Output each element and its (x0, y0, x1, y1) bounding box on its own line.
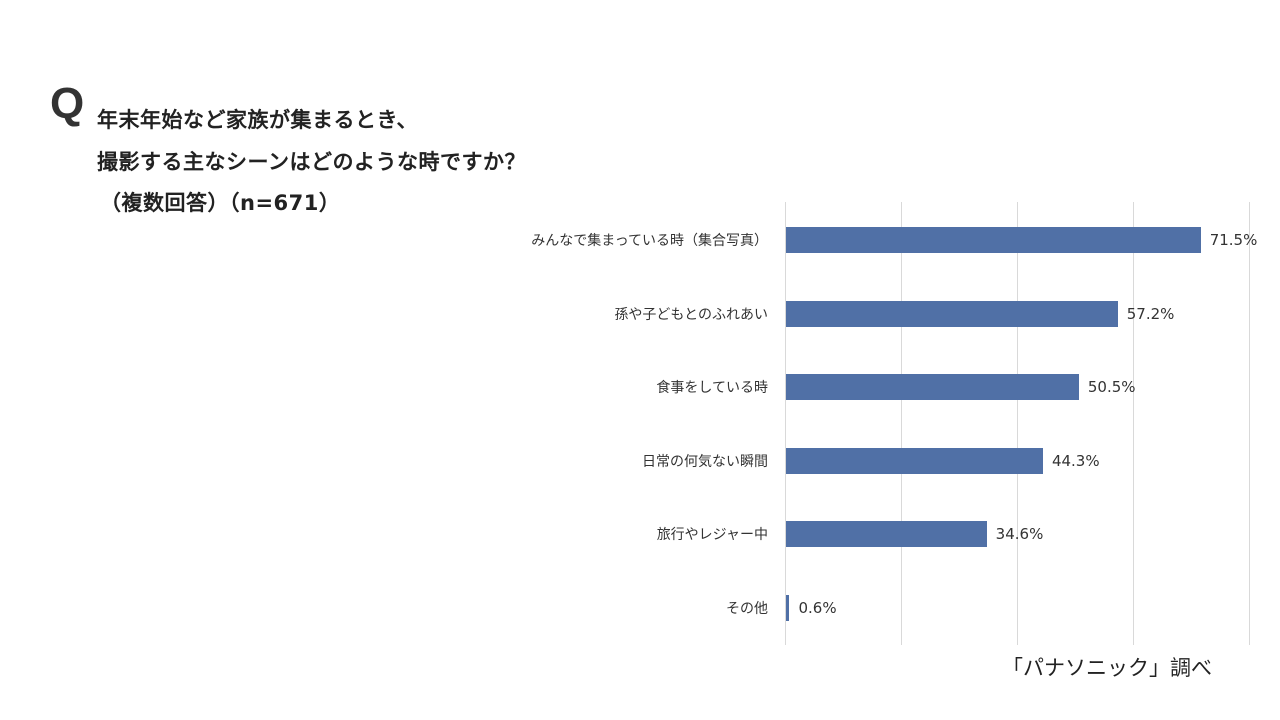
source-note: 「パナソニック」調べ (1002, 656, 1212, 680)
value-label: 44.3% (1051, 451, 1100, 470)
question-title-line-1: 年末年始など家族が集まるとき、 (97, 108, 419, 132)
category-label: みんなで集まっている時（集合写真） (531, 233, 768, 249)
question-mark: Q (50, 79, 85, 128)
question-title-line-2: 撮影する主なシーンはどのような時ですか？ (97, 150, 526, 174)
category-label: 食事をしている時 (656, 380, 768, 397)
gridline (1249, 202, 1250, 645)
bar (786, 227, 1201, 253)
bar (786, 447, 1043, 474)
value-label: 57.2% (1126, 304, 1175, 323)
bar (786, 521, 987, 548)
question-title-line-3: （複数回答）（n=671） (100, 191, 341, 215)
bar (786, 374, 1079, 401)
gridline (785, 202, 786, 645)
gridline (901, 202, 902, 645)
category-label: 孫や子どもとのふれあい (614, 306, 768, 323)
category-label: 旅行やレジャー中 (656, 527, 768, 544)
category-label: その他 (726, 601, 768, 617)
value-label: 50.5% (1087, 378, 1136, 397)
value-label: 34.6% (995, 525, 1044, 544)
bar (786, 300, 1118, 327)
bar (786, 595, 790, 621)
category-label: 日常の何気ない瞬間 (642, 453, 768, 470)
gridline (1017, 202, 1018, 645)
value-label: 0.6% (798, 599, 837, 617)
gridline (1133, 202, 1134, 645)
value-label: 71.5% (1209, 231, 1258, 249)
